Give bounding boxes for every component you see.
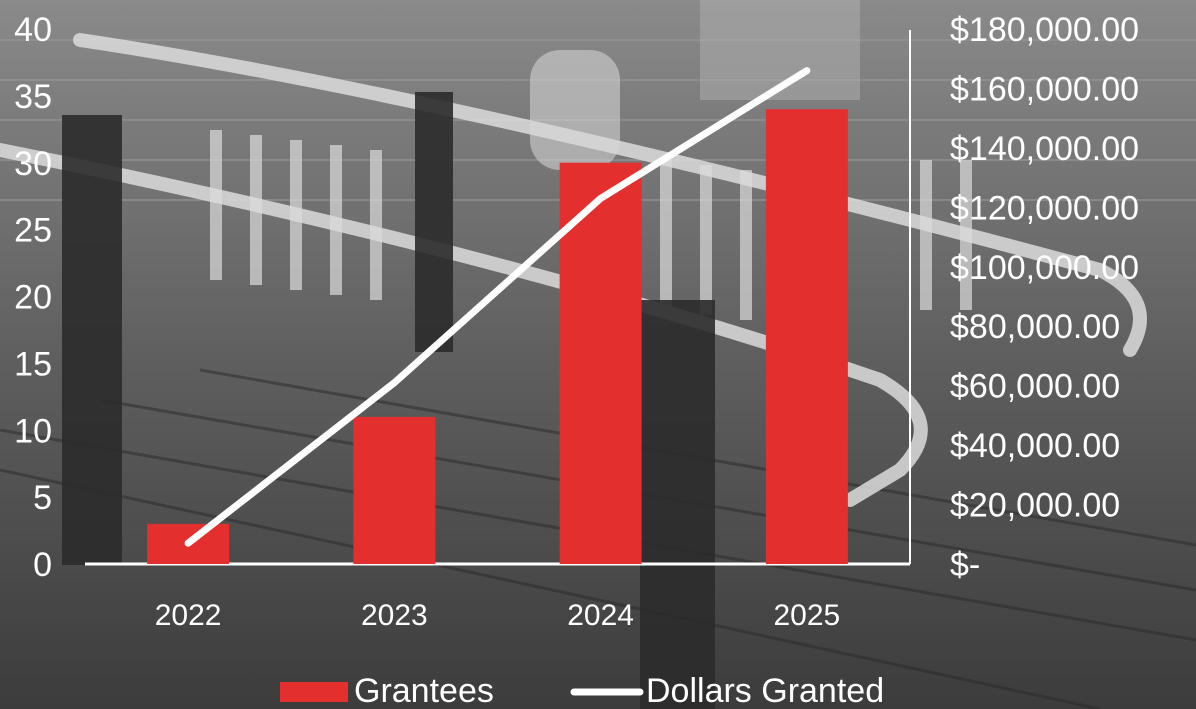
x-tick-label: 2024 <box>567 599 634 632</box>
right-y-tick-label: $140,000.00 <box>950 130 1139 168</box>
right-y-tick-label: $20,000.00 <box>950 487 1120 525</box>
bar-grantees-2024 <box>559 162 642 564</box>
legend-label-grantees: Grantees <box>354 672 494 709</box>
left-y-tick-label: 20 <box>14 279 52 317</box>
x-tick-label: 2022 <box>155 599 222 632</box>
right-y-tick-label: $- <box>950 546 980 584</box>
bar-grantees-2025 <box>765 109 848 564</box>
left-y-axis-ticks: 0 5 10 15 20 25 30 35 40 <box>14 11 52 584</box>
left-y-tick-label: 30 <box>14 145 52 183</box>
right-y-tick-label: $100,000.00 <box>950 249 1139 287</box>
left-y-tick-label: 5 <box>33 479 52 517</box>
right-y-axis-ticks: $- $20,000.00 $40,000.00 $60,000.00 $80,000.… <box>950 11 1139 584</box>
right-y-tick-label: $160,000.00 <box>950 70 1139 108</box>
legend-swatch-grantees <box>280 682 348 702</box>
dollars-granted-line <box>184 67 811 547</box>
grantees-bars <box>147 109 848 564</box>
right-y-tick-label: $120,000.00 <box>950 189 1139 227</box>
bar-grantees-2023 <box>353 416 436 564</box>
left-y-tick-label: 40 <box>14 11 52 49</box>
x-tick-label: 2023 <box>361 599 428 632</box>
right-y-tick-label: $40,000.00 <box>950 427 1120 465</box>
legend: Grantees Dollars Granted <box>280 672 884 709</box>
x-axis-ticks: 2022 2023 2024 2025 <box>155 599 841 632</box>
left-y-tick-label: 35 <box>14 78 52 116</box>
right-y-tick-label: $180,000.00 <box>950 11 1139 49</box>
left-y-tick-label: 25 <box>14 212 52 250</box>
right-y-tick-label: $60,000.00 <box>950 368 1120 406</box>
x-tick-label: 2025 <box>774 599 841 632</box>
left-y-tick-label: 15 <box>14 345 52 383</box>
right-y-tick-label: $80,000.00 <box>950 308 1120 346</box>
legend-label-dollars-granted: Dollars Granted <box>646 672 884 709</box>
left-y-tick-label: 10 <box>14 412 52 450</box>
left-y-tick-label: 0 <box>33 546 52 584</box>
